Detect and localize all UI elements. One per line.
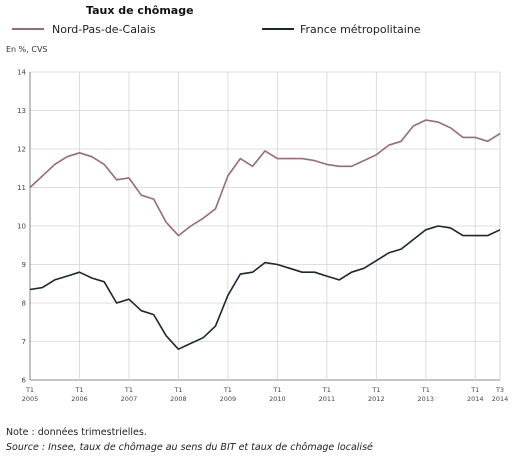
series-line-nord-pas-de-calais (29, 119, 501, 237)
x-tick-quarter: T1 (322, 386, 331, 394)
x-tick-year: 2007 (121, 395, 138, 403)
x-tick-year: 2012 (368, 395, 385, 403)
x-tick-year: 2011 (319, 395, 336, 403)
x-tick-quarter: T1 (421, 386, 430, 394)
x-tick-quarter: T3 (495, 386, 504, 394)
x-tick-year: 2008 (170, 395, 187, 403)
x-tick-quarter: T1 (25, 386, 34, 394)
plot-area: 67891011121314T12005T12006T12007T12008T1… (17, 69, 508, 404)
y-tick-label: 12 (17, 146, 26, 154)
x-tick-year: 2010 (269, 395, 286, 403)
x-tick-quarter: T1 (371, 386, 380, 394)
y-tick-label: 11 (17, 184, 26, 192)
y-tick-label: 13 (17, 107, 26, 115)
x-tick-quarter: T1 (223, 386, 232, 394)
footnote: Note : données trimestrielles. (6, 427, 147, 438)
x-tick-year: 2014 (492, 395, 509, 403)
x-tick-quarter: T1 (272, 386, 281, 394)
x-tick-year: 2009 (220, 395, 237, 403)
x-tick-quarter: T1 (470, 386, 479, 394)
y-tick-label: 6 (22, 377, 27, 385)
x-tick-quarter: T1 (74, 386, 83, 394)
legend-label-france-metropolitaine: France métropolitaine (300, 23, 421, 36)
series-line-france-metropolitaine (29, 225, 501, 351)
source-note: Source : Insee, taux de chômage au sens … (6, 442, 373, 453)
legend: Nord-Pas-de-Calais France métropolitaine (12, 23, 421, 36)
y-tick-label: 8 (22, 300, 26, 308)
unit-label: En %, CVS (6, 45, 48, 54)
unemployment-chart: Taux de chômage Nord-Pas-de-Calais Franc… (6, 4, 508, 404)
y-tick-label: 14 (17, 69, 26, 77)
x-tick-year: 2014 (467, 395, 484, 403)
y-tick-label: 9 (22, 261, 26, 269)
y-tick-label: 7 (22, 338, 26, 346)
x-tick-year: 2005 (22, 395, 39, 403)
x-tick-year: 2013 (418, 395, 435, 403)
x-tick-quarter: T1 (124, 386, 133, 394)
chart-title: Taux de chômage (86, 4, 194, 17)
x-tick-year: 2006 (71, 395, 88, 403)
x-tick-quarter: T1 (173, 386, 182, 394)
y-tick-label: 10 (17, 223, 26, 231)
legend-label-nord-pas-de-calais: Nord-Pas-de-Calais (52, 23, 156, 36)
